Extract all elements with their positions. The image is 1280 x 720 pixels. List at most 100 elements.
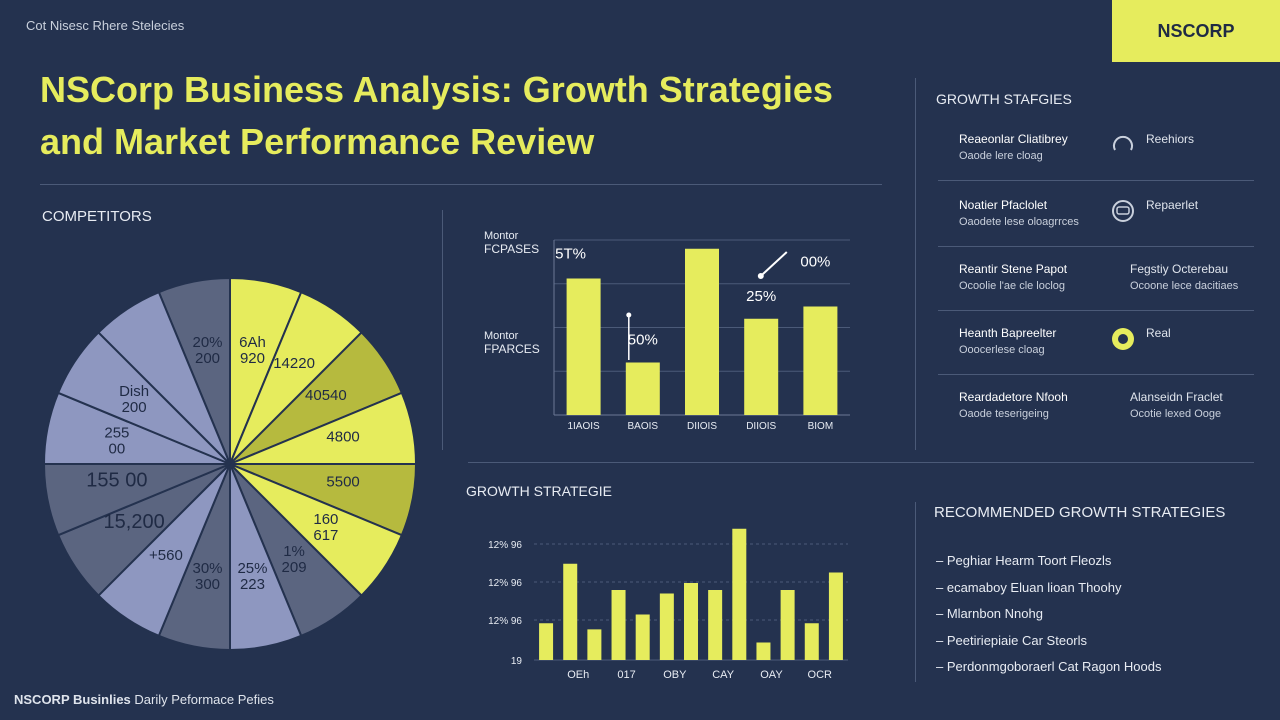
competitors-label: COMPETITORS <box>42 208 152 225</box>
growth-tag-text: Real <box>1146 326 1171 340</box>
growth-row-divider <box>938 246 1254 247</box>
pie-slice <box>97 290 231 465</box>
recommended-item-text: ecamaboy Eluan lioan Thoohy <box>946 579 1122 595</box>
pie-slice-label: 30% 300 <box>192 560 222 593</box>
top-data-label: 00% <box>800 254 830 271</box>
growth-strategy-item: Noatier Pfaclolet Oaodete lese oloagrrces <box>959 198 1079 228</box>
bullet-dash: – <box>936 553 947 568</box>
top-bar <box>685 248 719 415</box>
top-data-label: 50% <box>628 332 658 349</box>
bottom-bar-chart: 19 12% 96 12% 96 12% 96 OEh 017 OBY CAY OAY OCR <box>488 528 848 681</box>
footer: NSCORP Businlies Darily Peformace Pefies <box>14 692 274 707</box>
recommended-item: – Mlarnbon Nnohg <box>936 606 1043 621</box>
eyebrow-text: Cot Nisesc Rhere Stelecies <box>26 18 185 33</box>
pie-slice-label: 25% 223 <box>237 560 267 593</box>
footer-bold: NSCORP Businlies <box>14 692 131 707</box>
top-bar-chart: 1IAOIS 5T% BAOIS 50% DIIOIS DIIOIS 25% BIOM 00% <box>553 239 850 432</box>
pie-slice-label: 160 617 <box>313 511 338 544</box>
growth-strategy-sub: Oaode teserigeing <box>959 408 1049 420</box>
growth-strategy-tag: Alanseidn Fraclet Ocotie lexed Ooge <box>1130 390 1223 420</box>
growth-tag-text: Alanseidn Fraclet <box>1130 390 1223 404</box>
growth-strategy-title: Reardadetore Nfooh <box>959 390 1068 404</box>
pie-slice-label: 5500 <box>326 473 359 490</box>
bottom-bar <box>587 629 602 660</box>
pie-slice-label: 20% 200 <box>192 334 222 367</box>
recommended-heading: RECOMMENDED GROWTH STRATEGIES <box>934 504 1226 521</box>
pie-slice-label: 4800 <box>326 429 359 446</box>
ylabel-top-line1: Montor <box>484 230 519 242</box>
vertical-divider-bottom <box>915 502 916 682</box>
growth-strategy-title: Reaeonlar Cliatibrey <box>959 132 1068 146</box>
bottom-category-label: OAY <box>760 669 783 681</box>
top-category-label: BAOIS <box>628 421 659 432</box>
growth-strategy-item: Reardadetore Nfooh Oaode teserigeing <box>959 390 1068 420</box>
top-category-label: DIIOIS <box>746 421 776 432</box>
growth-strategy-title: Reantir Stene Papot <box>959 262 1068 276</box>
growth-strategy-title: Noatier Pfaclolet <box>959 198 1048 212</box>
pie-slice-label: Dish 200 <box>119 383 149 416</box>
bullet-dash: – <box>936 606 947 621</box>
top-chart-ylabel-mid: Montor FPARCES <box>484 330 540 356</box>
title-divider <box>40 184 882 185</box>
bottom-bar <box>780 590 795 660</box>
pie-slice-label: 155 00 <box>86 469 147 491</box>
pie-slice-label: 14220 <box>273 355 315 372</box>
page-title: NSCorp Business Analysis: Growth Strateg… <box>40 64 900 168</box>
pie-slice-label: +560 <box>149 547 183 564</box>
bottom-bar <box>732 528 747 660</box>
top-category-label: BIOM <box>808 421 834 432</box>
vertical-divider-right <box>915 78 916 450</box>
recommended-item: – Perdonmgoboraerl Cat Ragon Hoods <box>936 659 1161 674</box>
ylabel-mid-line1: Montor <box>484 330 519 342</box>
growth-tag-sub: Ocoone lece dacitiaes <box>1130 280 1239 292</box>
top-chart-ylabel-top: Montor FCPASES <box>484 230 539 256</box>
bottom-bar <box>708 590 723 660</box>
growth-tag-sub: Ocotie lexed Ooge <box>1130 408 1222 420</box>
bottom-bar <box>756 642 771 660</box>
pie-slice-label: 255 00 <box>104 425 129 458</box>
ylabel-mid-line2: FPARCES <box>484 342 540 356</box>
top-bar <box>803 306 838 415</box>
title-line-2: and Market Performance Review <box>40 121 595 162</box>
growth-strategy-item: Reaeonlar Cliatibrey Oaode lere cloag <box>959 132 1068 162</box>
ylabel-top-line2: FCPASES <box>484 242 540 256</box>
growth-strategie-label: GROWTH STRATEGIE <box>466 483 612 499</box>
growth-strategy-item: Reantir Stene Papot Ocoolie l'ae cle locl… <box>959 262 1067 292</box>
recommended-item: – Peetiriepiaie Car Steorls <box>936 633 1087 648</box>
circle-arc-icon <box>1110 132 1136 158</box>
growth-strategy-tag: Real <box>1110 326 1171 352</box>
title-line-1: NSCorp Business Analysis: Growth Strateg… <box>40 69 833 110</box>
bottom-ytick-label: 12% 96 <box>488 540 522 551</box>
top-category-label: 1IAOIS <box>567 421 600 432</box>
growth-strategies-heading: GROWTH STAFGIES <box>936 91 1072 107</box>
brand-badge: NSCORP <box>1112 0 1280 62</box>
recommended-item-text: Peetiriepiaie Car Steorls <box>946 632 1088 648</box>
growth-tag-text: Reehiors <box>1146 132 1195 146</box>
growth-strategy-sub: Oaode lere cloag <box>959 150 1043 162</box>
growth-row-divider <box>938 374 1254 375</box>
growth-strategy-tag: Repaerlet <box>1110 198 1198 224</box>
bottom-ytick-label: 12% 96 <box>488 616 522 627</box>
recommended-item-text: Perdonmgoboraerl Cat Ragon Hoods <box>946 659 1162 674</box>
growth-strategy-sub: Ocoolie l'ae cle loclog <box>959 280 1066 292</box>
bottom-ytick-label: 19 <box>511 656 523 667</box>
bottom-category-label: OBY <box>663 669 687 681</box>
top-bar <box>566 278 601 415</box>
vertical-divider-left <box>442 210 443 450</box>
bottom-category-label: OEh <box>567 669 589 681</box>
growth-strategy-sub: Oaodete lese oloagrrces <box>959 216 1079 228</box>
target-icon <box>1110 326 1136 352</box>
recommended-item: – ecamaboy Eluan lioan Thoohy <box>936 580 1122 595</box>
pie-slice-label: 1% 209 <box>282 543 307 576</box>
recommended-item-text: Mlarnbon Nnohg <box>946 606 1043 621</box>
bottom-bar <box>684 583 698 660</box>
recommended-item: – Peghiar Hearm Toort Fleozls <box>936 553 1111 568</box>
bottom-bar <box>611 590 626 660</box>
growth-strategy-tag: Reehiors <box>1110 132 1194 158</box>
badge-icon <box>1110 198 1136 224</box>
bottom-ytick-label: 12% 96 <box>488 578 522 589</box>
pie-slice-label: 40540 <box>305 387 347 404</box>
bottom-category-label: 017 <box>617 669 635 681</box>
bottom-bar <box>563 563 578 660</box>
